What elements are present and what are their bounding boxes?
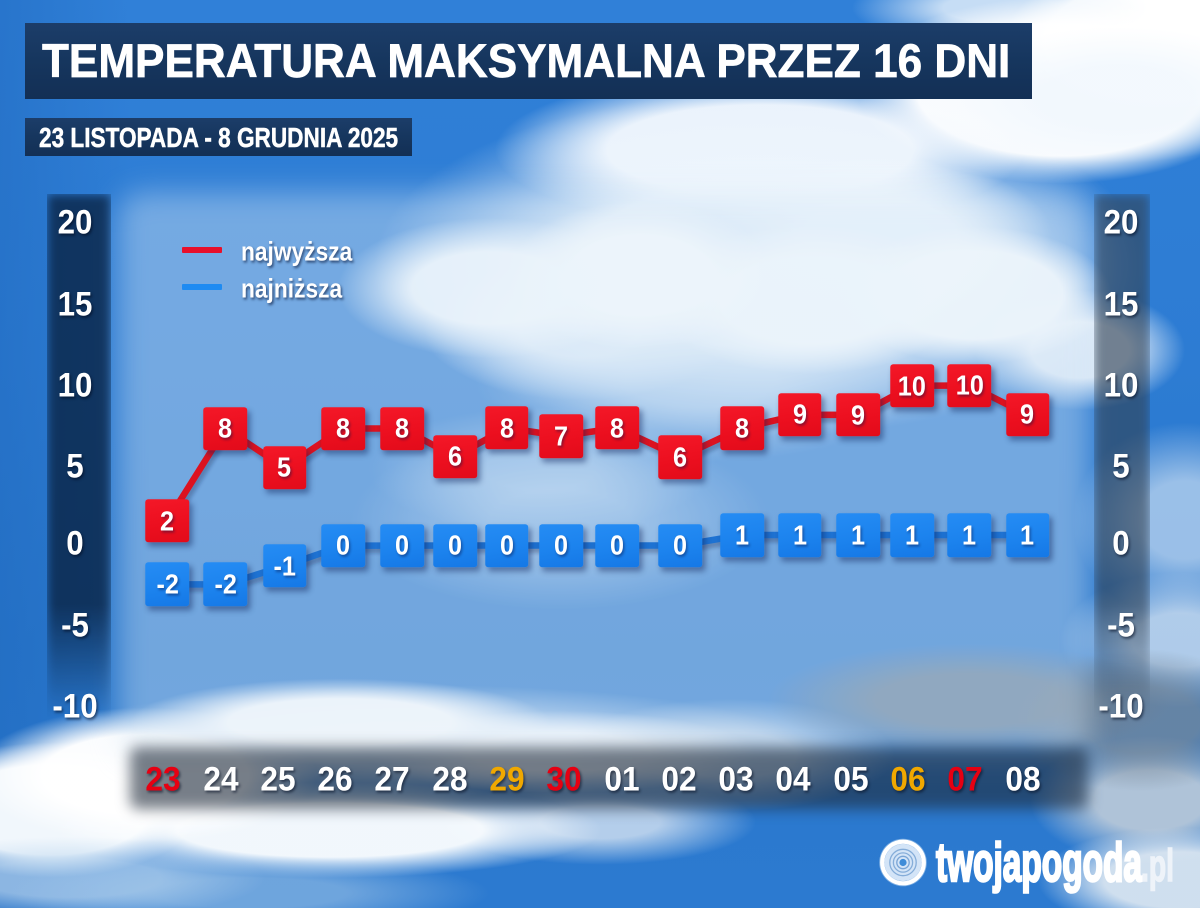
svg-text:.pl: .pl: [1141, 840, 1174, 891]
svg-text:twojapogoda: twojapogoda: [936, 836, 1142, 893]
